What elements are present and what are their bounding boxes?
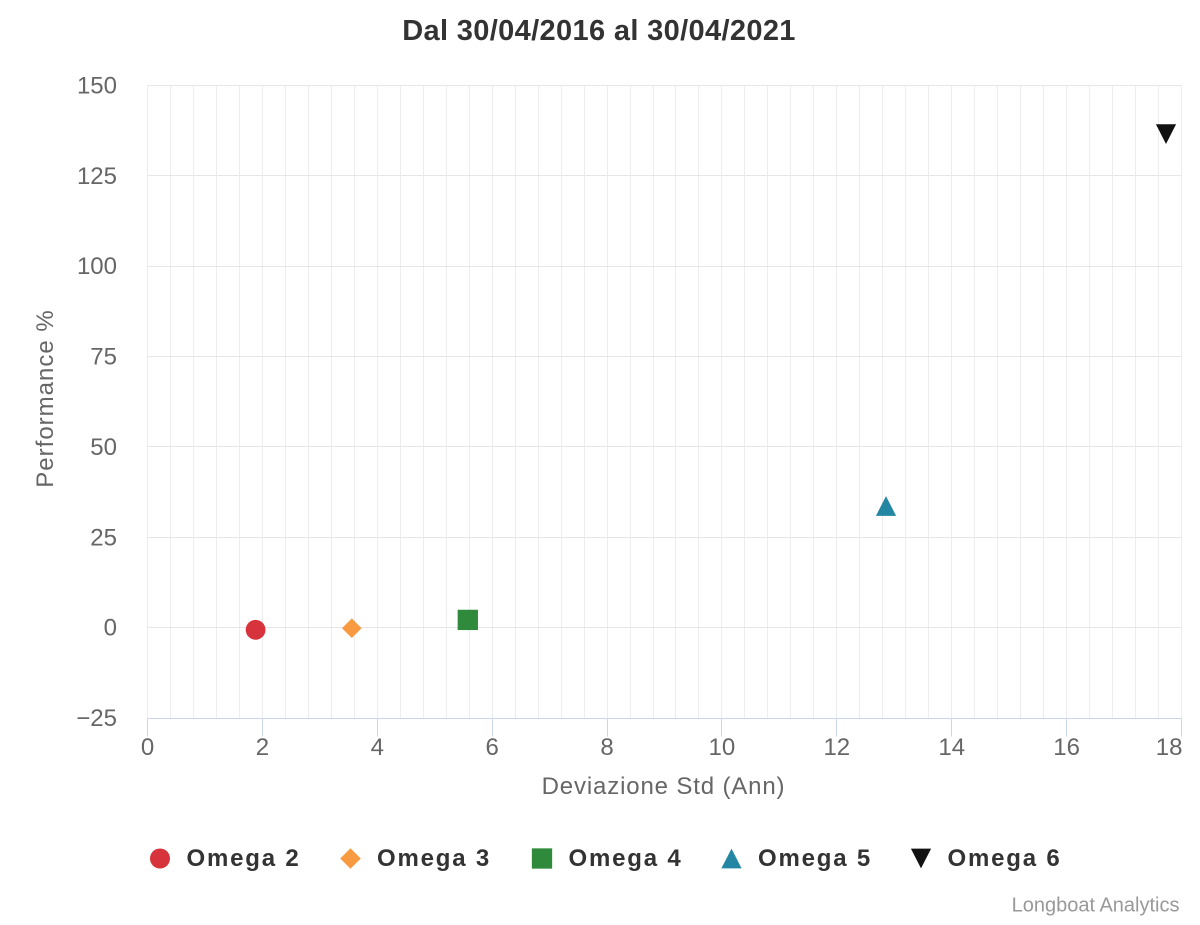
svg-text:Performance %: Performance % bbox=[32, 309, 59, 487]
svg-text:0: 0 bbox=[141, 734, 154, 761]
svg-text:Deviazione Std (Ann): Deviazione Std (Ann) bbox=[542, 773, 786, 800]
svg-text:Dal 30/04/2016 al 30/04/2021: Dal 30/04/2016 al 30/04/2021 bbox=[402, 15, 796, 47]
svg-text:−25: −25 bbox=[76, 705, 117, 732]
svg-text:50: 50 bbox=[90, 434, 117, 461]
svg-text:100: 100 bbox=[77, 253, 117, 280]
svg-text:Omega 5: Omega 5 bbox=[758, 845, 872, 872]
svg-text:16: 16 bbox=[1053, 734, 1080, 761]
svg-text:Omega 3: Omega 3 bbox=[377, 845, 491, 872]
svg-text:Omega 4: Omega 4 bbox=[569, 845, 683, 872]
svg-text:6: 6 bbox=[486, 734, 499, 761]
svg-text:Omega 6: Omega 6 bbox=[948, 845, 1062, 872]
svg-text:10: 10 bbox=[709, 734, 736, 761]
svg-text:Longboat Analytics: Longboat Analytics bbox=[1012, 895, 1180, 917]
svg-text:125: 125 bbox=[77, 163, 117, 190]
svg-text:150: 150 bbox=[77, 73, 117, 100]
svg-text:0: 0 bbox=[104, 615, 117, 642]
svg-text:12: 12 bbox=[823, 734, 850, 761]
svg-text:2: 2 bbox=[256, 734, 269, 761]
svg-text:8: 8 bbox=[600, 734, 613, 761]
svg-text:25: 25 bbox=[90, 524, 117, 551]
svg-text:Omega 2: Omega 2 bbox=[187, 845, 301, 872]
svg-text:14: 14 bbox=[938, 734, 965, 761]
svg-text:4: 4 bbox=[371, 734, 384, 761]
svg-text:18: 18 bbox=[1156, 734, 1183, 761]
svg-text:75: 75 bbox=[90, 344, 117, 371]
